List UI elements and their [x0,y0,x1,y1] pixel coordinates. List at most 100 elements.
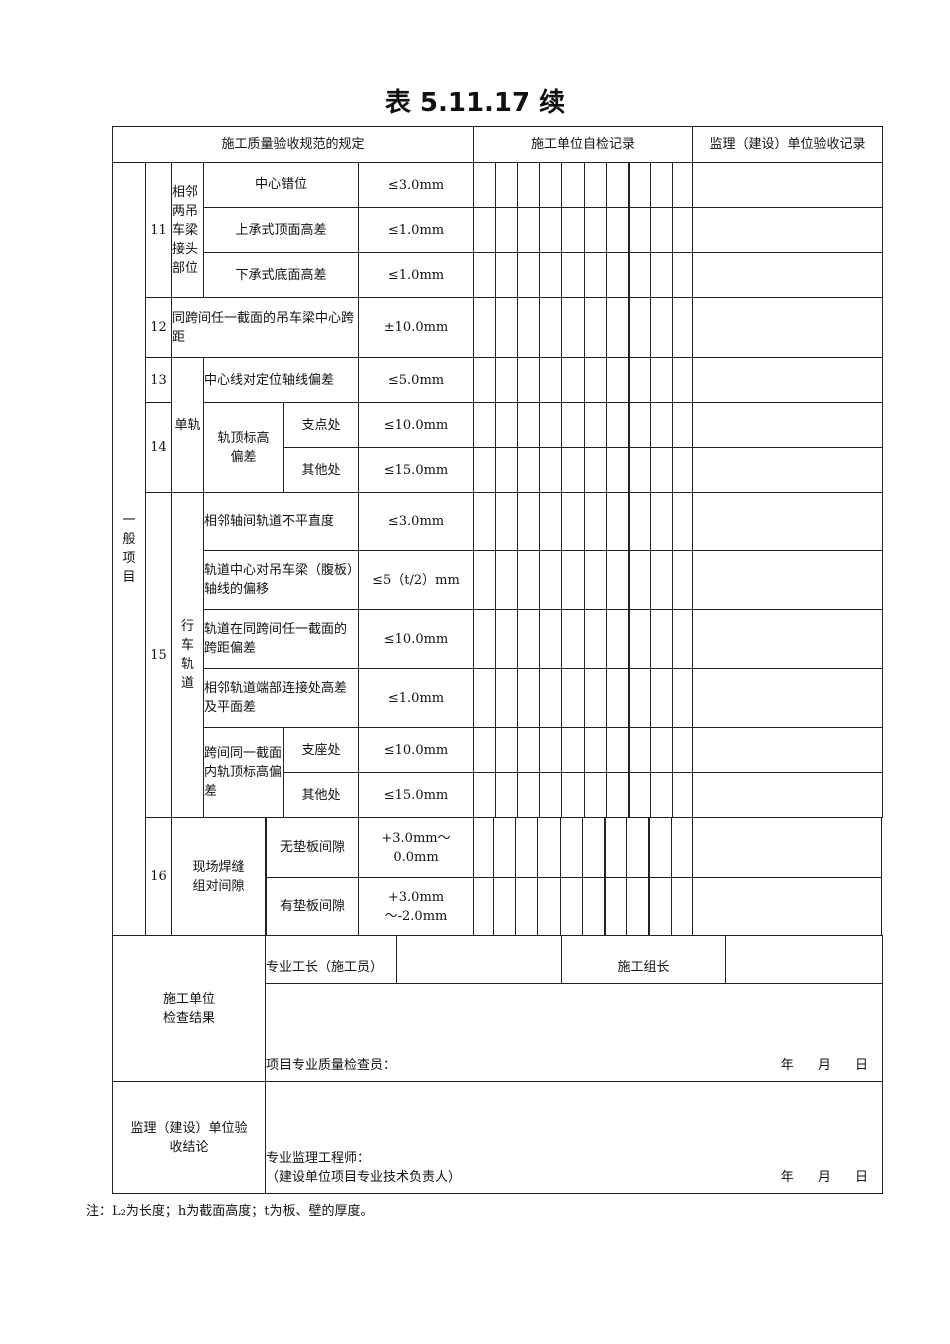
self-check-cell[interactable] [628,252,651,298]
self-check-cell[interactable] [650,609,673,669]
self-check-cell[interactable] [628,772,651,818]
self-check-cell[interactable] [473,668,496,728]
self-check-cell[interactable] [517,162,540,208]
self-check-cell[interactable] [604,877,627,936]
self-check-cell[interactable] [473,550,496,610]
self-check-cell[interactable] [473,609,496,669]
self-check-cell[interactable] [495,550,518,610]
self-check-cell[interactable] [604,817,627,878]
self-check-cell[interactable] [606,772,629,818]
self-check-cell[interactable] [650,207,673,253]
self-check-cell[interactable] [606,297,629,358]
self-check-cell[interactable] [606,550,629,610]
self-check-cell[interactable] [672,668,693,728]
self-check-cell[interactable] [517,550,540,610]
self-check-cell[interactable] [515,817,538,878]
self-check-cell[interactable] [584,727,607,773]
self-check-cell[interactable] [495,252,518,298]
self-check-cell[interactable] [606,492,629,551]
self-check-cell[interactable] [672,609,693,669]
self-check-cell[interactable] [561,668,585,728]
self-check-cell[interactable] [561,492,585,551]
self-check-cell[interactable] [672,357,693,403]
self-check-cell[interactable] [650,162,673,208]
supervision-record-cell[interactable] [692,877,882,936]
self-check-cell[interactable] [539,668,562,728]
self-check-cell[interactable] [539,492,562,551]
self-check-cell[interactable] [650,727,673,773]
self-check-cell[interactable] [584,668,607,728]
self-check-cell[interactable] [517,609,540,669]
self-check-cell[interactable] [473,727,496,773]
self-check-cell[interactable] [561,772,585,818]
supervision-record-cell[interactable] [692,772,883,818]
self-check-cell[interactable] [539,609,562,669]
self-check-cell[interactable] [539,550,562,610]
self-check-cell[interactable] [628,162,651,208]
self-check-cell[interactable] [584,252,607,298]
self-check-cell[interactable] [473,297,496,358]
self-check-cell[interactable] [473,877,494,936]
self-check-cell[interactable] [584,609,607,669]
supervision-record-cell[interactable] [692,727,883,773]
self-check-cell[interactable] [539,727,562,773]
self-check-cell[interactable] [582,817,605,878]
supervision-conclusion-field[interactable]: 专业监理工程师： （建设单位项目专业技术负责人） 年 月 日 [265,1081,883,1194]
supervision-record-cell[interactable] [692,402,883,448]
self-check-cell[interactable] [539,772,562,818]
self-check-cell[interactable] [560,817,583,878]
self-check-cell[interactable] [473,357,496,403]
self-check-cell[interactable] [495,668,518,728]
self-check-cell[interactable] [672,252,693,298]
self-check-cell[interactable] [671,817,693,878]
self-check-cell[interactable] [473,447,496,493]
self-check-cell[interactable] [517,727,540,773]
supervision-record-cell[interactable] [692,207,883,253]
self-check-cell[interactable] [473,492,496,551]
self-check-cell[interactable] [606,207,629,253]
self-check-cell[interactable] [626,877,649,936]
self-check-cell[interactable] [561,609,585,669]
self-check-cell[interactable] [628,297,651,358]
self-check-cell[interactable] [561,550,585,610]
self-check-cell[interactable] [650,550,673,610]
self-check-cell[interactable] [672,297,693,358]
self-check-cell[interactable] [539,297,562,358]
team-leader-signature-field[interactable] [725,935,883,984]
self-check-cell[interactable] [495,447,518,493]
self-check-cell[interactable] [537,877,561,936]
self-check-cell[interactable] [495,207,518,253]
self-check-cell[interactable] [561,402,585,448]
self-check-cell[interactable] [539,207,562,253]
self-check-cell[interactable] [561,357,585,403]
self-check-cell[interactable] [626,817,649,878]
self-check-cell[interactable] [672,447,693,493]
self-check-cell[interactable] [628,668,651,728]
self-check-cell[interactable] [606,357,629,403]
self-check-cell[interactable] [628,550,651,610]
self-check-cell[interactable] [584,550,607,610]
self-check-cell[interactable] [539,357,562,403]
self-check-cell[interactable] [584,492,607,551]
self-check-cell[interactable] [495,162,518,208]
self-check-cell[interactable] [606,447,629,493]
self-check-cell[interactable] [561,727,585,773]
self-check-cell[interactable] [650,402,673,448]
self-check-cell[interactable] [650,297,673,358]
self-check-cell[interactable] [517,207,540,253]
self-check-cell[interactable] [473,772,496,818]
self-check-cell[interactable] [495,492,518,551]
self-check-cell[interactable] [584,297,607,358]
self-check-cell[interactable] [561,252,585,298]
self-check-cell[interactable] [606,252,629,298]
self-check-cell[interactable] [539,252,562,298]
self-check-cell[interactable] [606,668,629,728]
self-check-cell[interactable] [650,357,673,403]
self-check-cell[interactable] [473,207,496,253]
self-check-cell[interactable] [606,609,629,669]
self-check-cell[interactable] [672,162,693,208]
self-check-cell[interactable] [537,817,561,878]
self-check-cell[interactable] [517,297,540,358]
self-check-cell[interactable] [495,727,518,773]
self-check-cell[interactable] [606,402,629,448]
